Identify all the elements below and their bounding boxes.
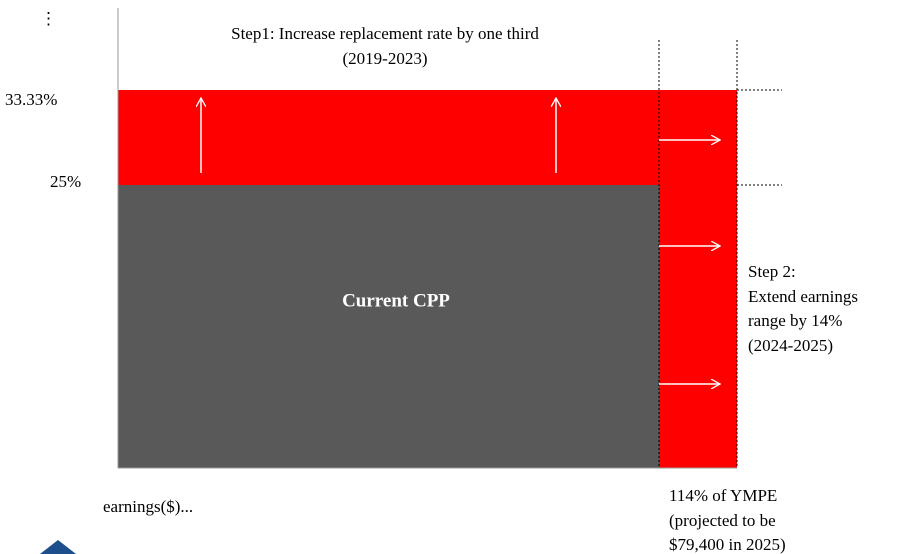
step1-area	[118, 90, 737, 185]
step2-text: Extend earnings	[748, 287, 858, 306]
arrows	[201, 98, 720, 384]
step2-text: range by 14%	[748, 311, 842, 330]
step2-text: (2024-2025)	[748, 336, 833, 355]
current-cpp-label: Current CPP	[342, 290, 450, 311]
y-label: 25%	[50, 172, 81, 191]
logo	[40, 540, 76, 554]
menu-icon[interactable]: ⋮	[40, 9, 57, 28]
step2-text: Step 2:	[748, 262, 796, 281]
guides	[658, 40, 782, 468]
ympe-note: 114% of YMPE	[669, 486, 777, 505]
step1-text: Step1: Increase replacement rate by one …	[231, 24, 539, 43]
y-label: 33.33%	[5, 90, 57, 109]
step2-area	[659, 185, 737, 468]
ympe-note: $79,400 in 2025)	[669, 535, 786, 554]
step1-text: (2019-2023)	[343, 49, 428, 68]
current-cpp-area	[118, 185, 659, 468]
x-label: earnings($)...	[103, 497, 193, 516]
ympe-note: (projected to be	[669, 511, 776, 530]
